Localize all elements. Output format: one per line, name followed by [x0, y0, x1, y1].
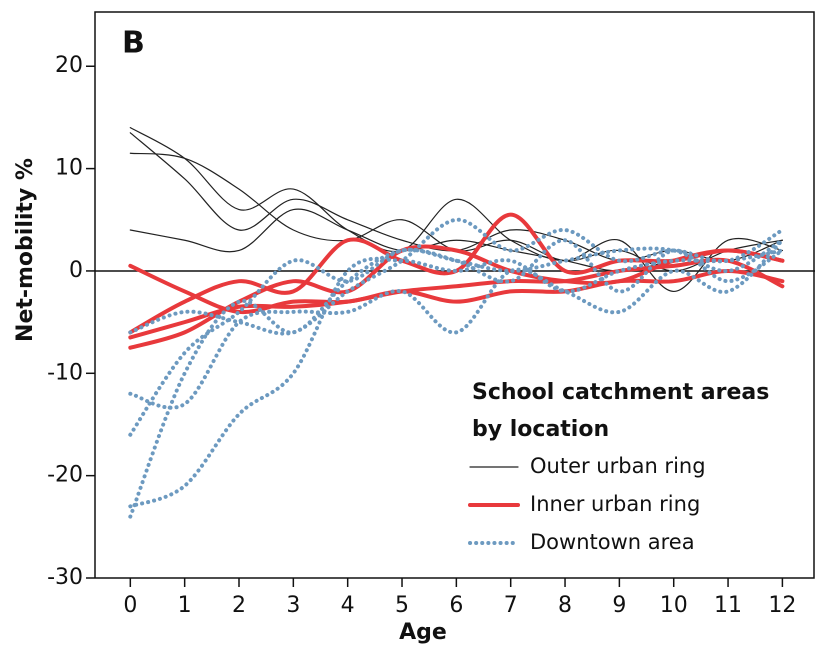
x-tick-label: 3: [286, 593, 300, 618]
y-tick-label: 10: [55, 156, 83, 181]
plot-frame: [94, 11, 815, 579]
y-tick-label: -10: [47, 360, 83, 385]
x-tick-label: 4: [341, 593, 355, 618]
x-tick-label: 8: [558, 593, 572, 618]
series-line: [128, 238, 785, 410]
legend-title: by location: [472, 417, 609, 442]
x-tick-label: 12: [768, 593, 796, 618]
series-line: [128, 238, 785, 519]
x-tick-label: 11: [714, 593, 742, 618]
series-line: [128, 248, 785, 509]
y-axis-label: Net-mobility %: [13, 158, 38, 342]
x-tick-label: 5: [395, 593, 409, 618]
y-tick-label: -30: [47, 565, 83, 590]
legend-title: School catchment areas: [472, 380, 769, 405]
x-tick-label: 7: [504, 593, 518, 618]
x-tick-label: 2: [232, 593, 246, 618]
y-tick-label: -20: [47, 463, 83, 488]
x-tick-label: 10: [660, 593, 688, 618]
y-tick-label: 0: [69, 258, 83, 283]
legend-label: Downtown area: [530, 530, 695, 554]
x-tick-label: 1: [178, 593, 192, 618]
legend-label: Outer urban ring: [530, 454, 706, 478]
x-tick-label: 9: [612, 593, 626, 618]
x-axis-label: Age: [399, 620, 447, 645]
series-line: [128, 217, 785, 336]
panel-label: B: [122, 26, 145, 61]
series-line: [129, 132, 783, 262]
y-tick-label: 20: [55, 53, 83, 78]
series-line: [129, 127, 783, 293]
series-line: [128, 212, 785, 335]
x-tick-label: 0: [123, 593, 137, 618]
legend-label: Inner urban ring: [530, 492, 700, 516]
x-tick-label: 6: [449, 593, 463, 618]
series-line: [128, 257, 785, 340]
